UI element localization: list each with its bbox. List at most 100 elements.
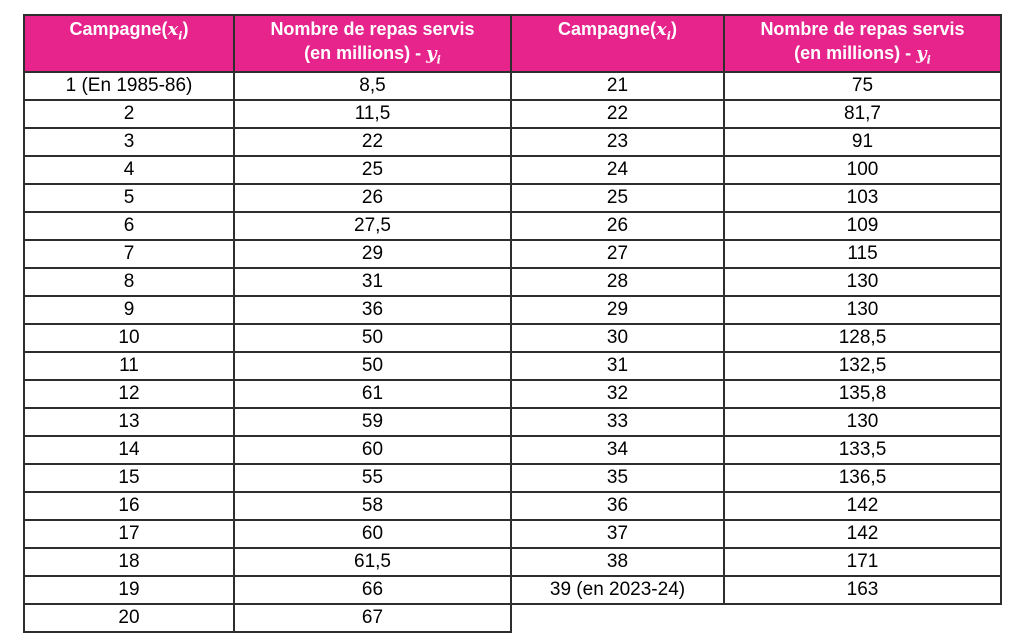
repas-cell: 55 [233,463,512,493]
table-row: 7 29 27 115 [23,239,1002,269]
repas-cell: 163 [723,575,1002,605]
table-row: 1 (En 1985-86) 8,5 21 75 [23,71,1002,101]
repas-cell: 142 [723,491,1002,521]
table-row: 8 31 28 130 [23,267,1002,297]
repas-cell: 115 [723,239,1002,269]
campagne-cell: 15 [23,463,235,493]
table-row: 19 66 39 (en 2023-24) 163 [23,575,1002,605]
repas-cell: 60 [233,435,512,465]
repas-cell: 130 [723,407,1002,437]
header-repas-line2: (en millions) - yi [794,43,931,67]
campagne-cell: 22 [510,99,725,129]
campagne-cell: 6 [23,211,235,241]
empty-cell [511,604,724,632]
campagne-cell: 30 [510,323,725,353]
campagne-cell: 38 [510,547,725,577]
table-row: 6 27,5 26 109 [23,211,1002,241]
campagne-cell: 20 [23,603,235,633]
table-row: 5 26 25 103 [23,183,1002,213]
campagne-cell: 17 [23,519,235,549]
repas-cell: 130 [723,295,1002,325]
table-row: 9 36 29 130 [23,295,1002,325]
subscript-i: i [178,29,183,43]
campagne-cell: 35 [510,463,725,493]
header-campagne-label: Campagne( [558,19,657,39]
repas-cell: 22 [233,127,512,157]
table-row: 2 11,5 22 81,7 [23,99,1002,129]
campagne-cell: 11 [23,351,235,381]
campagne-cell: 2 [23,99,235,129]
repas-cell: 136,5 [723,463,1002,493]
header-campagne-left: Campagne(xi) [23,14,235,73]
repas-cell: 130 [723,267,1002,297]
repas-cell: 36 [233,295,512,325]
table-row: 12 61 32 135,8 [23,379,1002,409]
table-row: 13 59 33 130 [23,407,1002,437]
repas-cell: 26 [233,183,512,213]
header-campagne-label: Campagne( [69,19,168,39]
campagne-cell: 10 [23,323,235,353]
table-row: 20 67 [23,603,1001,633]
repas-cell: 60 [233,519,512,549]
campagne-cell: 39 (en 2023-24) [510,575,725,605]
subscript-i: i [436,53,441,67]
repas-cell: 171 [723,547,1002,577]
table-header: Campagne(xi) Nombre de repas servis (en … [23,14,1002,73]
repas-cell: 29 [233,239,512,269]
repas-cell: 67 [233,603,512,633]
meals-served-table: Campagne(xi) Nombre de repas servis (en … [23,14,1002,633]
campagne-cell: 23 [510,127,725,157]
header-repas-line2: (en millions) - yi [304,43,441,67]
repas-cell: 132,5 [723,351,1002,381]
close-paren: ) [182,19,189,39]
campagne-cell: 19 [23,575,235,605]
repas-cell: 128,5 [723,323,1002,353]
x-symbol: x [167,19,179,40]
campagne-cell: 31 [510,351,725,381]
campagne-cell: 5 [23,183,235,213]
campagne-cell: 25 [510,183,725,213]
table-row: 3 22 23 91 [23,127,1002,157]
header-campagne-right: Campagne(xi) [510,14,725,73]
repas-cell: 142 [723,519,1002,549]
repas-cell: 75 [723,71,1002,101]
campagne-cell: 32 [510,379,725,409]
repas-cell: 100 [723,155,1002,185]
repas-cell: 133,5 [723,435,1002,465]
repas-cell: 135,8 [723,379,1002,409]
repas-cell: 50 [233,351,512,381]
meals-served-table-container: Campagne(xi) Nombre de repas servis (en … [23,14,1002,633]
table-row: 16 58 36 142 [23,491,1002,521]
repas-cell: 66 [233,575,512,605]
header-repas-right: Nombre de repas servis (en millions) - y… [723,14,1002,73]
campagne-cell: 1 (En 1985-86) [23,71,235,101]
repas-cell: 61 [233,379,512,409]
campagne-cell: 29 [510,295,725,325]
header-repas-line1: Nombre de repas servis [270,19,475,39]
campagne-cell: 14 [23,435,235,465]
repas-cell: 58 [233,491,512,521]
campagne-cell: 18 [23,547,235,577]
campagne-cell: 7 [23,239,235,269]
repas-cell: 103 [723,183,1002,213]
campagne-cell: 24 [510,155,725,185]
campagne-cell: 4 [23,155,235,185]
campagne-cell: 16 [23,491,235,521]
campagne-cell: 33 [510,407,725,437]
repas-cell: 91 [723,127,1002,157]
y-symbol: y [916,43,927,64]
campagne-cell: 37 [510,519,725,549]
campagne-cell: 21 [510,71,725,101]
repas-cell: 61,5 [233,547,512,577]
repas-cell: 25 [233,155,512,185]
table-row: 4 25 24 100 [23,155,1002,185]
table-row: 14 60 34 133,5 [23,435,1002,465]
table-row: 15 55 35 136,5 [23,463,1002,493]
campagne-cell: 3 [23,127,235,157]
campagne-cell: 28 [510,267,725,297]
repas-cell: 27,5 [233,211,512,241]
empty-cell [724,604,1001,632]
table-row: 10 50 30 128,5 [23,323,1002,353]
campagne-cell: 13 [23,407,235,437]
repas-cell: 59 [233,407,512,437]
